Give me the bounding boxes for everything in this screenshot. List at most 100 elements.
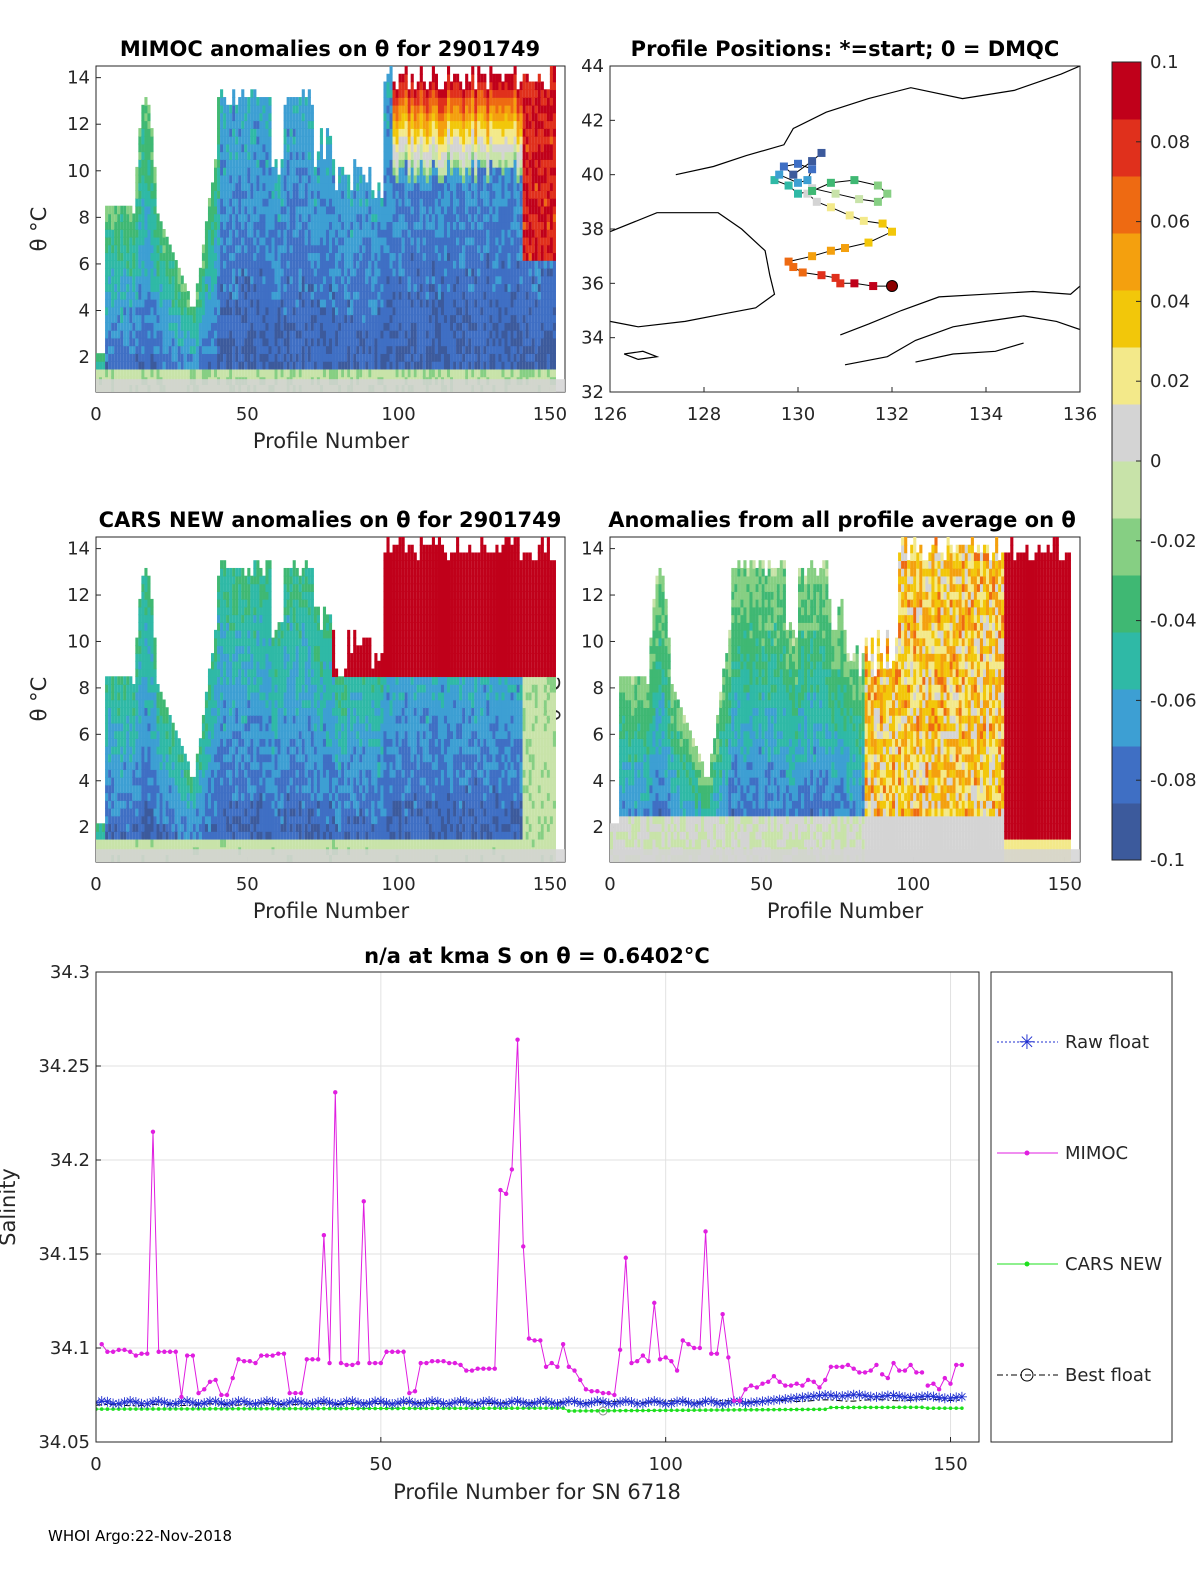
- heatmap-cell: [540, 120, 544, 129]
- heatmap-cell: [356, 174, 360, 184]
- heatmap-cell: [365, 205, 369, 215]
- heatmap-cell: [543, 298, 547, 308]
- heatmap-cell: [262, 306, 266, 316]
- heatmap-cell: [338, 174, 342, 184]
- heatmap-cell: [262, 345, 266, 354]
- heatmap-cell: [250, 166, 254, 176]
- heatmap-cell: [525, 112, 529, 122]
- heatmap-cell: [359, 360, 363, 370]
- heatmap-cell: [253, 360, 257, 370]
- heatmap-cell: [144, 213, 148, 223]
- heatmap-cell: [356, 197, 360, 207]
- heatmap-cell: [510, 337, 514, 347]
- heatmap-cell: [362, 213, 366, 223]
- heatmap-cell: [489, 221, 493, 230]
- heatmap-cell: [413, 244, 417, 254]
- heatmap-cell: [259, 128, 263, 137]
- heatmap-cell: [468, 244, 472, 254]
- heatmap-cell: [459, 275, 463, 285]
- heatmap-cell: [537, 252, 541, 261]
- heatmap-cell: [540, 135, 544, 145]
- heatmap-cell: [416, 368, 420, 378]
- heatmap-cell: [223, 174, 227, 184]
- heatmap-cell: [446, 104, 451, 114]
- heatmap-cell: [310, 120, 314, 129]
- heatmap-cell: [362, 337, 366, 347]
- heatmap-cell: [289, 112, 293, 122]
- heatmap-cell: [519, 213, 523, 223]
- heatmap-cell: [434, 190, 438, 199]
- heatmap-cell: [480, 197, 484, 207]
- heatmap-cell: [111, 353, 115, 362]
- heatmap-cell: [522, 221, 526, 230]
- heatmap-cell: [150, 166, 154, 176]
- heatmap-cell: [350, 260, 354, 269]
- heatmap-cell: [456, 298, 460, 308]
- heatmap-cell: [407, 151, 411, 160]
- heatmap-cell: [362, 306, 366, 316]
- heatmap-cell: [304, 221, 308, 230]
- heatmap-cell: [286, 128, 290, 137]
- heatmap-cell: [440, 112, 445, 122]
- heatmap-cell: [546, 267, 550, 277]
- heatmap-cell: [528, 306, 532, 316]
- heatmap-cell: [413, 197, 417, 207]
- heatmap-cell: [147, 190, 151, 199]
- heatmap-cell: [540, 151, 544, 160]
- heatmap-cell: [446, 159, 451, 168]
- heatmap-cell: [171, 337, 175, 347]
- heatmap-cell: [147, 135, 151, 145]
- heatmap-cell: [546, 89, 550, 98]
- heatmap-cell: [431, 329, 435, 339]
- heatmap-cell: [386, 197, 390, 207]
- heatmap-cell: [516, 97, 520, 106]
- heatmap-cell: [389, 275, 393, 285]
- heatmap-cell: [307, 306, 311, 316]
- heatmap-cell: [147, 236, 151, 246]
- heatmap-cell: [271, 337, 275, 347]
- heatmap-cell: [177, 353, 181, 362]
- heatmap-cell: [531, 151, 535, 160]
- heatmap-cell: [350, 236, 354, 246]
- heatmap-cell: [265, 97, 269, 106]
- heatmap-cell: [480, 322, 484, 331]
- heatmap-cell: [271, 205, 275, 215]
- heatmap-cell: [141, 306, 145, 316]
- heatmap-cell: [437, 275, 442, 285]
- heatmap-cell: [389, 291, 393, 300]
- heatmap-cell: [350, 229, 354, 238]
- heatmap-cell: [489, 128, 493, 137]
- heatmap-cell: [298, 135, 302, 145]
- heatmap-cell: [307, 213, 311, 223]
- heatmap-cell: [322, 306, 327, 316]
- heatmap-cell: [471, 182, 475, 191]
- heatmap-cell: [262, 329, 266, 339]
- heatmap-cell: [286, 368, 290, 378]
- heatmap-cell: [519, 151, 523, 160]
- heatmap-cell: [232, 205, 236, 215]
- heatmap-cell: [519, 275, 523, 285]
- heatmap-cell: [507, 283, 511, 292]
- heatmap-cell: [386, 174, 390, 184]
- heatmap-cell: [280, 190, 284, 199]
- heatmap-cell: [516, 260, 520, 269]
- heatmap-cell: [289, 291, 293, 300]
- heatmap-cell: [543, 221, 547, 230]
- heatmap-cell: [489, 329, 493, 339]
- heatmap-cell: [413, 283, 417, 292]
- heatmap-cell: [310, 182, 314, 191]
- heatmap-cell: [226, 213, 230, 223]
- heatmap-cell: [362, 291, 366, 300]
- heatmap-cell: [356, 275, 360, 285]
- heatmap-cell: [256, 97, 260, 106]
- heatmap-cell: [325, 322, 330, 331]
- heatmap-cell: [347, 205, 351, 215]
- heatmap-cell: [268, 159, 272, 168]
- heatmap-cell: [147, 252, 151, 261]
- heatmap-cell: [356, 306, 360, 316]
- heatmap-cell: [383, 197, 387, 207]
- heatmap-cell: [286, 174, 290, 184]
- heatmap-cell: [277, 252, 281, 261]
- heatmap-cell: [371, 213, 375, 223]
- heatmap-cell: [289, 244, 293, 254]
